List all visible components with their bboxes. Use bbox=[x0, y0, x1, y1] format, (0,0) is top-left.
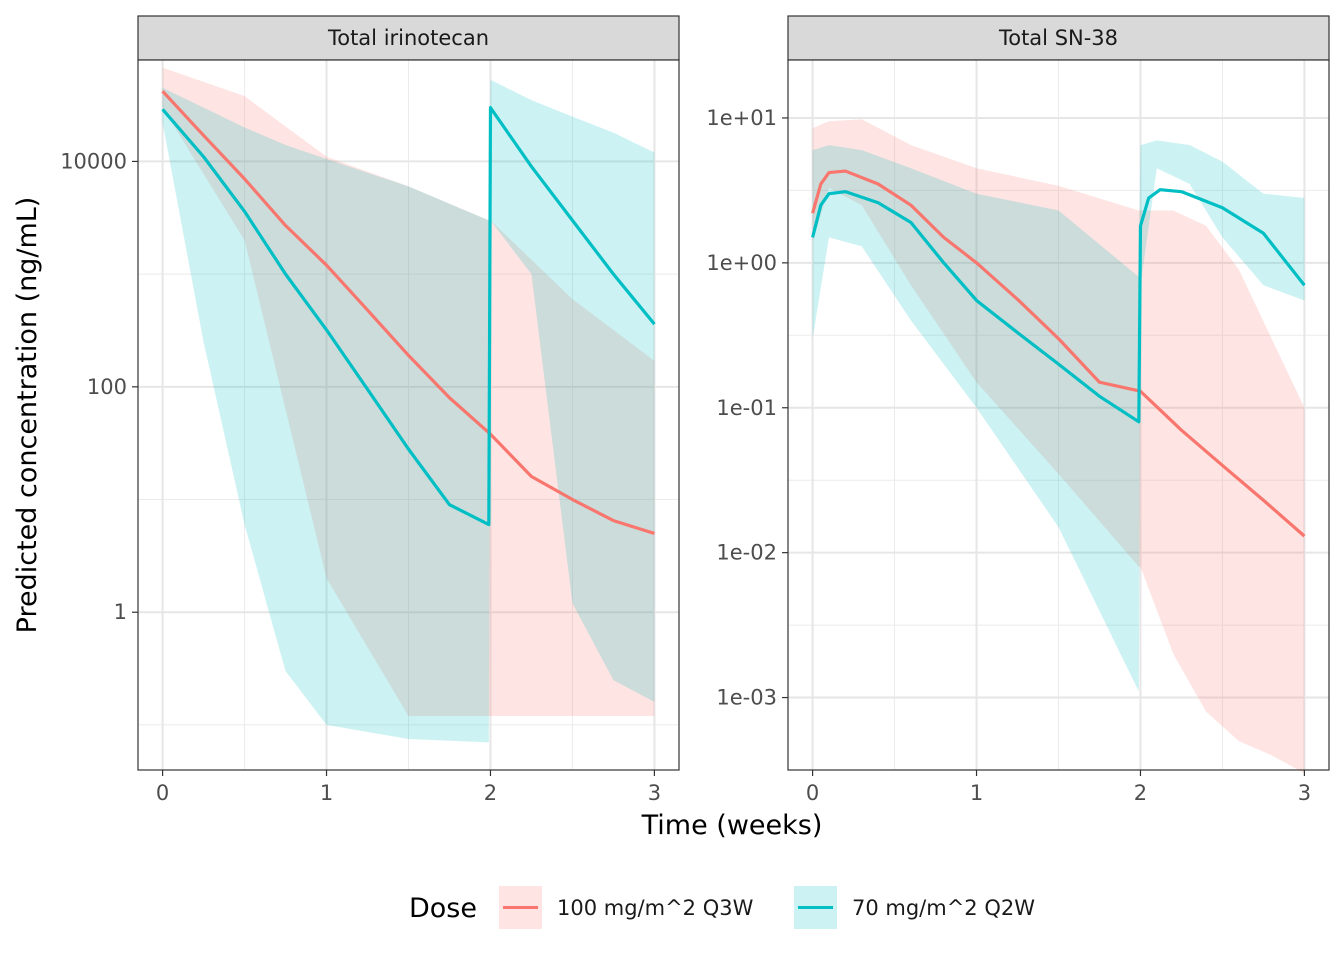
y-tick-label: 1e+01 bbox=[706, 106, 777, 130]
y-tick-label: 100 bbox=[87, 375, 127, 399]
y-tick-label: 1e-03 bbox=[716, 686, 777, 710]
series-line-100-mg-m-2-q3w bbox=[811, 169, 1306, 538]
series-line-70-mg-m-2-q2w bbox=[161, 106, 656, 527]
legend: Dose 100 mg/m^2 Q3W 70 mg/m^2 Q2W bbox=[409, 886, 1035, 929]
strip-background bbox=[787, 15, 1330, 61]
x-tick-label: 0 bbox=[806, 781, 819, 805]
y-axis-title: Predicted concentration (ng/mL) bbox=[12, 197, 43, 634]
x-tick-label: 0 bbox=[156, 781, 169, 805]
ci-band-70-mg-m-2-q2w bbox=[812, 140, 1305, 692]
legend-label-100-q3w: 100 mg/m^2 Q3W bbox=[557, 896, 754, 920]
y-tick-label: 1 bbox=[114, 600, 127, 624]
panel-total-sn38: Total SN-38 0 1 2 3 1e-03 1e-02 1e-01 1e+00 1e+0… bbox=[706, 15, 1330, 805]
panel-title: Total SN-38 bbox=[998, 26, 1118, 50]
panel-total-irinotecan: Total irinotecan 0 1 2 3 1 100 10000 bbox=[60, 15, 680, 805]
plot-border bbox=[787, 59, 1330, 771]
y-tick-label: 1e-02 bbox=[716, 541, 777, 565]
series-line-70-mg-m-2-q2w bbox=[811, 188, 1306, 424]
y-tick-label: 1e-01 bbox=[716, 396, 777, 420]
strip-background bbox=[137, 15, 680, 61]
x-tick-label: 2 bbox=[484, 781, 497, 805]
x-tick-label: 2 bbox=[1134, 781, 1147, 805]
plot-border bbox=[137, 59, 680, 771]
x-tick-label: 3 bbox=[1298, 781, 1311, 805]
legend-title: Dose bbox=[409, 893, 477, 924]
series-line-100-mg-m-2-q3w bbox=[161, 90, 655, 535]
x-axis-title: Time (weeks) bbox=[641, 810, 823, 841]
ci-band-70-mg-m-2-q2w bbox=[162, 79, 655, 743]
x-tick-label: 1 bbox=[320, 781, 333, 805]
y-tick-label: 10000 bbox=[60, 149, 127, 173]
legend-label-70-q2w: 70 mg/m^2 Q2W bbox=[852, 896, 1035, 920]
panel-title: Total irinotecan bbox=[327, 26, 489, 50]
y-tick-label: 1e+00 bbox=[706, 251, 777, 275]
x-tick-label: 1 bbox=[970, 781, 983, 805]
ci-band-100-mg-m-2-q3w bbox=[812, 119, 1305, 774]
x-tick-label: 3 bbox=[648, 781, 661, 805]
ci-band-100-mg-m-2-q3w bbox=[162, 67, 655, 717]
